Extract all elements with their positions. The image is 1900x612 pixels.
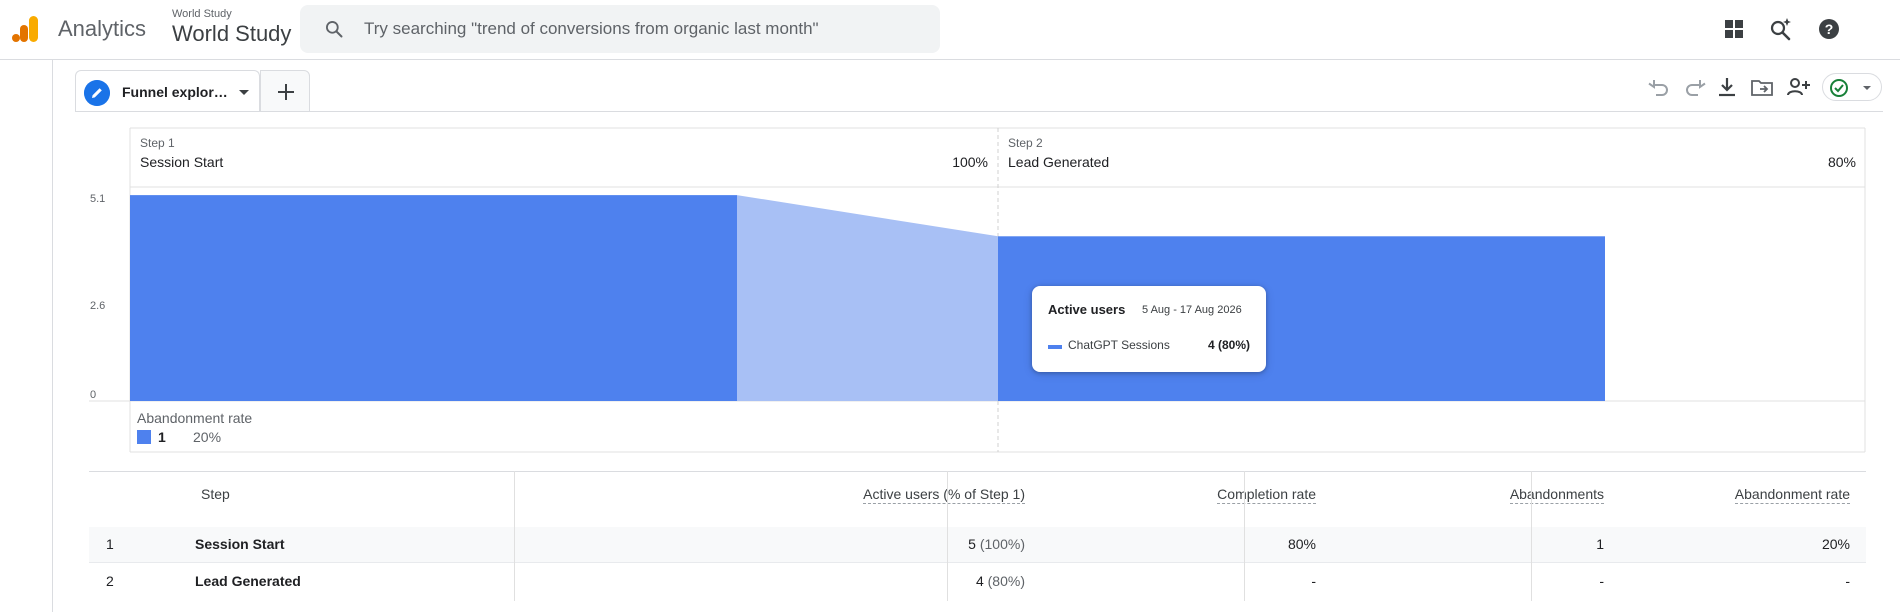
y-tick-max: 5.1 [90,193,106,205]
svg-text:?: ? [1825,21,1834,37]
account-label: World Study [172,8,232,20]
table-row[interactable]: 2 Lead Generated 4 (80%) - - - [89,564,1866,600]
column-header-abandonments[interactable]: Abandonments [1509,486,1604,504]
row-active-users: 5 (100%) [968,536,1025,552]
row-abandonment-rate: 20% [1821,536,1850,552]
status-dropdown[interactable] [1822,73,1882,101]
dropoff-area[interactable] [737,195,998,401]
step-1-percent: 100% [952,154,988,170]
step-2-percent: 80% [1827,154,1856,170]
row-step-name: Lead Generated [195,573,301,589]
row-step-name: Session Start [195,536,285,552]
plus-icon [278,84,294,100]
tab-funnel-exploration[interactable]: Funnel explor… [75,70,260,112]
active-users-percent: (100%) [979,536,1025,552]
left-nav-divider [52,60,53,612]
row-index: 2 [106,573,114,589]
row-abandonments: 1 [1596,536,1604,552]
row-completion-rate: 80% [1287,536,1316,552]
abandonment-swatch [137,430,151,444]
column-divider [1244,471,1245,601]
edit-pencil-icon[interactable] [84,80,110,106]
row-abandonment-rate: - [1845,573,1850,589]
tab-label: Funnel explor… [122,84,228,100]
column-divider [947,471,948,601]
undo-icon[interactable] [1646,74,1672,100]
search-placeholder[interactable]: Try searching "trend of conversions from… [364,19,819,38]
redo-icon[interactable] [1682,74,1708,100]
table-header: Step Active users (% of Step 1) Completi… [89,471,1866,527]
y-tick-mid: 2.6 [90,300,106,312]
status-check-icon [1830,79,1848,97]
column-divider [514,471,515,601]
step-2-label: Step 2 [1008,136,1043,150]
tooltip-value: 4 (80%) [1207,338,1250,352]
tooltip-series-name: ChatGPT Sessions [1068,338,1170,352]
download-icon[interactable] [1714,74,1740,100]
column-header-abandonment-rate[interactable]: Abandonment rate [1734,486,1850,504]
search-icon [326,21,343,38]
tooltip-date-range: 5 Aug - 17 Aug 2026 [1142,304,1242,316]
active-users-value: 4 [975,573,984,589]
analytics-logo-icon[interactable] [12,14,40,44]
table-row[interactable]: 1 Session Start 5 (100%) 80% 1 20% [89,527,1866,563]
column-header-completion-rate[interactable]: Completion rate [1217,486,1316,504]
property-name: World Study [172,21,292,46]
column-header-step[interactable]: Step [201,486,230,502]
bar-session-start[interactable] [130,195,737,401]
step-1-label: Step 1 [140,136,175,150]
move-to-folder-icon[interactable] [1749,74,1775,100]
row-active-users: 4 (80%) [976,573,1025,589]
tooltip-series-swatch [1048,345,1062,349]
abandonment-count: 1 [158,429,166,445]
step-1-name: Session Start [140,154,224,170]
column-header-active-users[interactable]: Active users (% of Step 1) [863,486,1025,504]
tooltip-title: Active users [1048,302,1126,317]
app-title: Analytics [58,16,147,41]
top-app-bar: Analytics World Study World Study Try se… [0,0,1900,60]
active-users-value: 5 [968,536,976,552]
search-insights-icon[interactable] [1768,16,1794,42]
chevron-down-icon [1863,86,1871,90]
apps-grid-icon[interactable] [1721,16,1747,42]
row-abandonments: - [1599,573,1604,589]
abandonment-rate-value: 20% [193,429,222,445]
chart-tooltip: Active users 5 Aug - 17 Aug 2026 ChatGPT… [1032,286,1266,372]
search-bar[interactable]: Try searching "trend of conversions from… [300,5,940,53]
funnel-chart [89,127,1866,453]
add-tab-button[interactable] [260,70,310,112]
row-index: 1 [106,536,114,552]
abandonment-rate-label: Abandonment rate [137,410,253,426]
tabs-divider [75,111,1883,112]
chevron-down-icon[interactable] [234,82,254,102]
help-icon[interactable]: ? [1816,16,1842,42]
account-picker[interactable]: World Study World Study [172,8,291,47]
column-divider [1531,471,1532,601]
y-tick-zero: 0 [90,389,97,401]
row-completion-rate: - [1311,573,1316,589]
step-2-name: Lead Generated [1008,154,1110,170]
active-users-percent: (80%) [987,573,1025,589]
share-icon[interactable] [1785,74,1811,100]
